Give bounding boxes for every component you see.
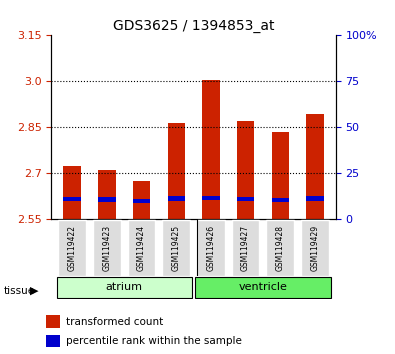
FancyBboxPatch shape [195,277,331,298]
Bar [133,181,150,219]
Text: atrium: atrium [106,282,143,292]
FancyBboxPatch shape [93,220,121,275]
Text: GSM119428: GSM119428 [276,225,285,271]
Bar [98,170,115,219]
Bar [202,80,220,219]
FancyBboxPatch shape [162,220,190,275]
FancyBboxPatch shape [128,220,155,275]
Text: GSM119429: GSM119429 [310,225,320,271]
Bar [272,132,289,219]
Text: percentile rank within the sample: percentile rank within the sample [66,336,241,346]
Text: ▶: ▶ [30,286,39,296]
Text: tissue: tissue [4,286,35,296]
Bar [133,199,150,203]
Bar [167,196,185,201]
Text: transformed count: transformed count [66,316,163,327]
Bar [237,121,254,219]
Text: GSM119425: GSM119425 [172,225,181,271]
FancyBboxPatch shape [58,220,86,275]
Title: GDS3625 / 1394853_at: GDS3625 / 1394853_at [113,19,274,33]
Text: GSM119422: GSM119422 [68,225,77,271]
Text: GSM119427: GSM119427 [241,225,250,271]
Bar [98,197,115,202]
Bar [306,196,324,201]
Text: GSM119426: GSM119426 [207,225,215,271]
Bar [64,196,81,201]
FancyBboxPatch shape [266,220,294,275]
Text: GSM119423: GSM119423 [102,225,111,271]
FancyBboxPatch shape [56,277,192,298]
FancyBboxPatch shape [232,220,260,275]
Bar [202,196,220,200]
Bar [306,114,324,219]
Text: ventricle: ventricle [239,282,287,292]
Text: GSM119424: GSM119424 [137,225,146,271]
Bar [47,335,60,347]
Bar [167,123,185,219]
Bar [47,315,60,328]
Bar [64,166,81,219]
FancyBboxPatch shape [197,220,225,275]
FancyBboxPatch shape [301,220,329,275]
Bar [237,196,254,201]
Bar [272,198,289,202]
